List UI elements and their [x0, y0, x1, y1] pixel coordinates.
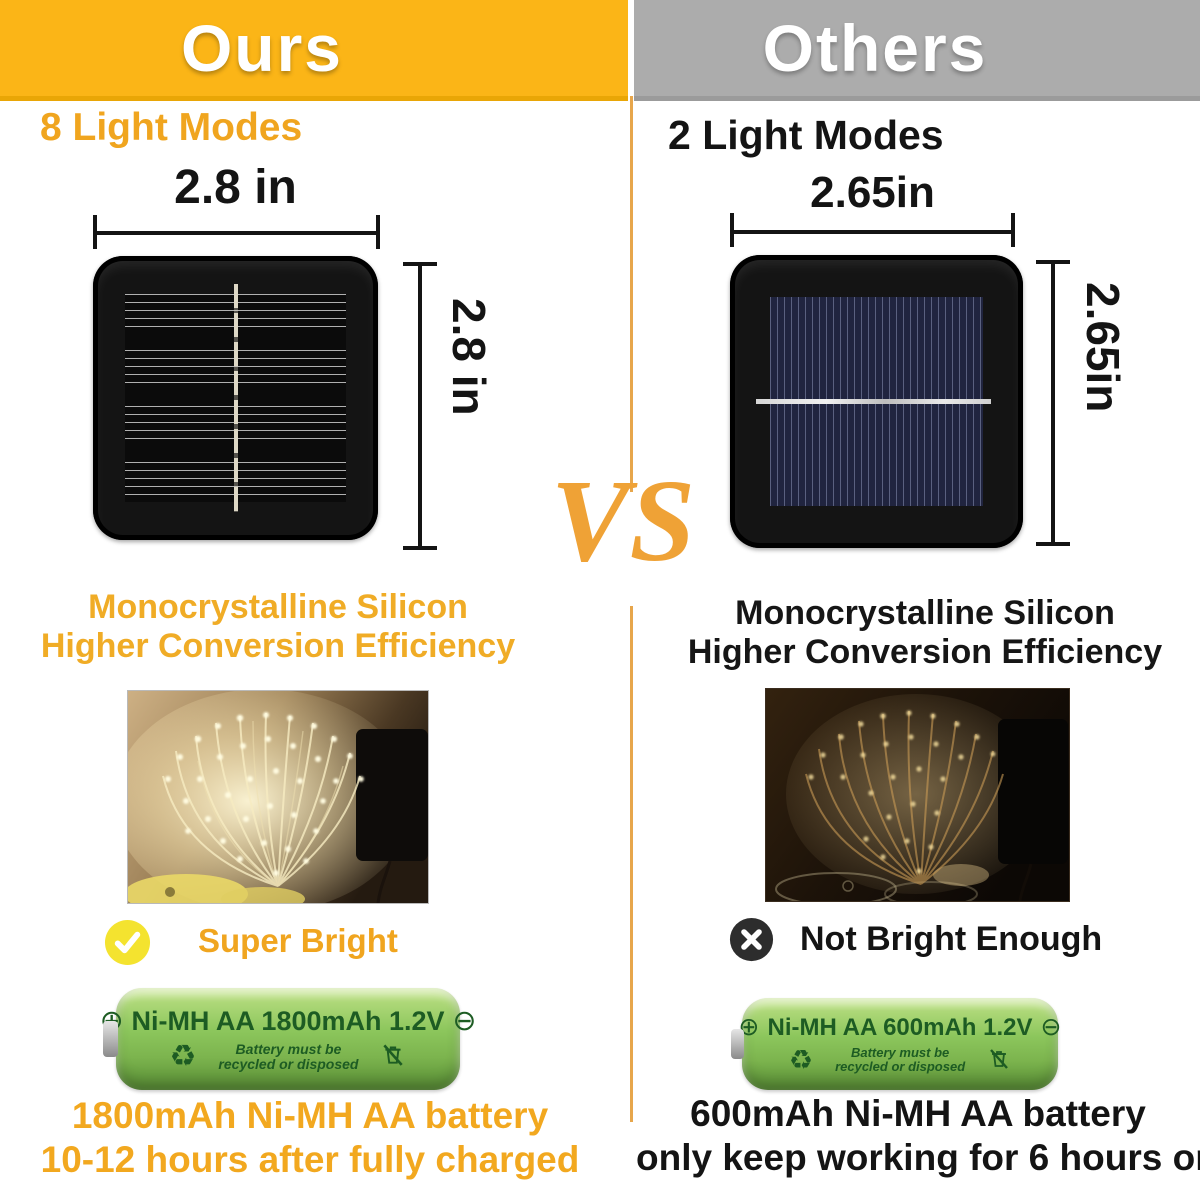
recycle-icon: ♻ — [788, 1044, 814, 1075]
ours-title: Ours — [180, 11, 344, 85]
others-banner: Others — [634, 0, 1200, 101]
ours-battery-label: Ni-MH AA 1800mAh 1.2V — [131, 1006, 445, 1036]
others-battery-image: ⊕ Ni-MH AA 600mAh 1.2V ⊖ ♻ Battery must … — [731, 998, 1062, 1090]
busbar — [756, 398, 991, 404]
others-material-caption: Monocrystalline Silicon Higher Conversio… — [650, 594, 1200, 672]
ours-height-tick-bottom — [403, 546, 437, 550]
vs-label: VS — [550, 455, 696, 586]
ours-solar-panel-image — [93, 256, 378, 540]
ours-battery-note1: Battery must be — [235, 1040, 342, 1057]
busbar — [233, 284, 238, 512]
ours-footer-line2: 10-12 hours after fully charged — [40, 1139, 580, 1180]
others-material-line1: Monocrystalline Silicon — [735, 594, 1115, 632]
others-width-label: 2.65in — [810, 168, 935, 217]
ours-battery-note2: recycled or disposed — [218, 1055, 359, 1072]
others-height-tick-top — [1036, 260, 1070, 264]
ours-brightness-label: Super Bright — [198, 922, 398, 959]
others-light-modes: 2 Light Modes — [668, 112, 944, 158]
ours-lights-photo — [127, 690, 429, 904]
ours-footer-caption: 1800mAh Ni-MH AA battery 10-12 hours aft… — [0, 1094, 620, 1182]
ours-material-line1: Monocrystalline Silicon — [88, 588, 468, 626]
column-divider-top — [630, 96, 633, 492]
column-divider-bottom — [630, 606, 633, 1122]
others-height-label: 2.65in — [1077, 282, 1129, 413]
recycle-icon: ♻ — [169, 1039, 197, 1073]
others-footer-line1: 600mAh Ni-MH AA battery — [690, 1093, 1146, 1134]
others-width-line — [730, 230, 1015, 234]
others-solar-panel-image — [730, 255, 1023, 548]
others-width-tick-right — [1011, 213, 1015, 247]
others-title: Others — [762, 11, 988, 85]
ours-width-label: 2.8 in — [174, 161, 297, 214]
others-battery-label: Ni-MH AA 600mAh 1.2V — [767, 1013, 1033, 1041]
others-material-line2: Higher Conversion Efficiency — [687, 633, 1163, 671]
others-battery-note1: Battery must be — [850, 1045, 950, 1060]
ours-width-tick-right — [376, 215, 380, 249]
check-icon — [104, 919, 151, 966]
others-lights-photo — [765, 688, 1070, 902]
ours-material-line2: Higher Conversion Efficiency — [40, 627, 516, 665]
others-solar-cell — [756, 297, 991, 506]
others-footer-line2: only keep working for 6 hours or less — [636, 1137, 1200, 1178]
others-brightness-label: Not Bright Enough — [800, 920, 1103, 958]
others-height-tick-bottom — [1036, 542, 1070, 546]
minus-icon: ⊖ — [452, 1005, 477, 1038]
ours-banner: Ours — [0, 0, 628, 101]
cross-icon — [729, 917, 774, 962]
ours-footer-line1: 1800mAh Ni-MH AA battery — [71, 1095, 549, 1136]
ours-height-label: 2.8 in — [443, 298, 495, 416]
ours-height-tick-top — [403, 262, 437, 266]
others-battery-note2: recycled or disposed — [835, 1059, 966, 1074]
battery-terminal — [103, 1021, 118, 1057]
battery-terminal — [731, 1029, 744, 1059]
ours-solar-cell — [125, 284, 346, 512]
ours-battery-image: ⊕ Ni-MH AA 1800mAh 1.2V ⊖ ♻ Battery must… — [100, 988, 476, 1090]
ours-material-caption: Monocrystalline Silicon Higher Conversio… — [0, 588, 556, 666]
minus-icon: ⊖ — [1040, 1012, 1062, 1041]
ours-width-line — [93, 231, 380, 235]
ours-height-line — [418, 262, 422, 550]
others-footer-caption: 600mAh Ni-MH AA battery only keep workin… — [636, 1092, 1200, 1180]
no-trash-icon — [987, 1046, 1011, 1075]
others-height-line — [1051, 260, 1055, 546]
others-width-tick-left — [730, 213, 734, 247]
no-trash-icon — [380, 1041, 406, 1072]
ours-light-modes: 8 Light Modes — [40, 106, 303, 149]
ours-width-tick-left — [93, 215, 97, 249]
